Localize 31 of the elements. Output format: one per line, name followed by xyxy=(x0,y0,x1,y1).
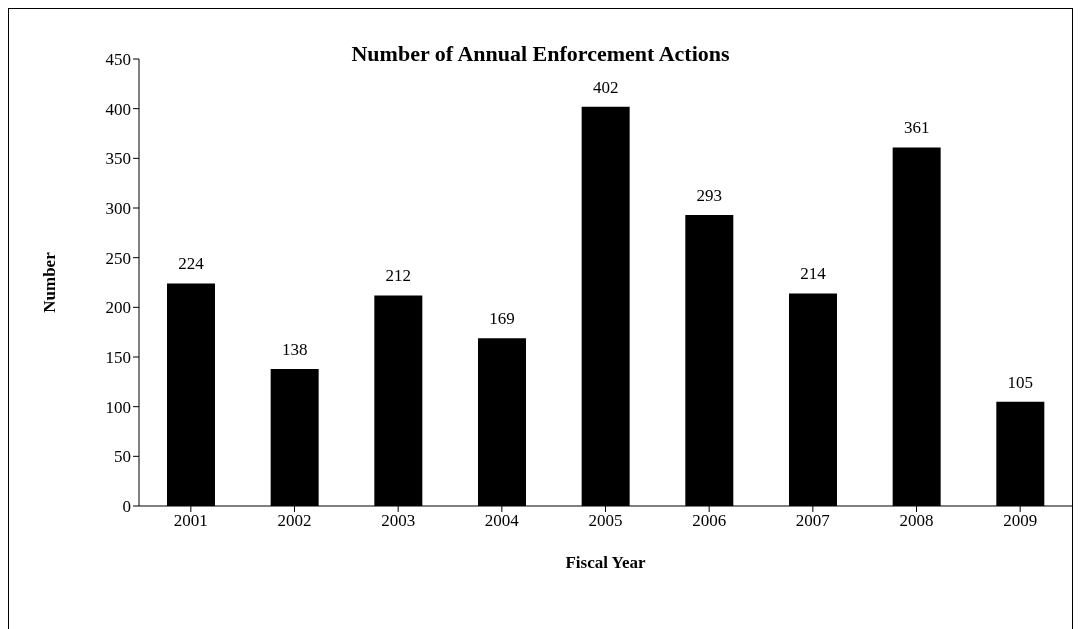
x-tick-label: 2009 xyxy=(1003,511,1038,531)
y-tick-label: 200 xyxy=(105,298,131,318)
data-label: 402 xyxy=(592,77,619,97)
y-tick-label: 350 xyxy=(105,149,131,169)
y-tick-label: 50 xyxy=(114,447,131,467)
x-axis-title: Fiscal Year xyxy=(565,553,646,572)
data-label: 105 xyxy=(1007,372,1034,392)
y-tick-label: 300 xyxy=(105,199,131,219)
y-tick-label: 0 xyxy=(122,497,131,517)
y-tick-label: 450 xyxy=(105,50,131,70)
data-label: 361 xyxy=(903,118,930,138)
x-tick-label: 2003 xyxy=(381,511,416,531)
y-tick-label: 100 xyxy=(105,397,131,417)
data-label: 293 xyxy=(696,185,723,205)
x-tick-label: 2006 xyxy=(692,511,727,531)
chart-title: Number of Annual Enforcement Actions xyxy=(351,41,730,66)
x-tick-label: 2004 xyxy=(484,511,520,531)
y-tick-label: 150 xyxy=(105,348,131,368)
x-tick-label: 2002 xyxy=(277,511,312,531)
y-tick-label: 400 xyxy=(105,99,131,119)
x-tick-label: 2008 xyxy=(899,511,934,531)
data-label: 212 xyxy=(385,266,412,286)
y-axis-title: Number xyxy=(40,251,60,313)
x-tick-label: 2007 xyxy=(795,511,831,531)
x-tick-label: 2005 xyxy=(588,511,623,531)
data-label: 214 xyxy=(800,264,827,284)
data-label: 138 xyxy=(281,339,308,359)
y-tick-label: 250 xyxy=(105,248,131,268)
data-label: 169 xyxy=(489,309,515,329)
data-label: 224 xyxy=(178,254,205,274)
x-tick-label: 2001 xyxy=(173,511,208,531)
